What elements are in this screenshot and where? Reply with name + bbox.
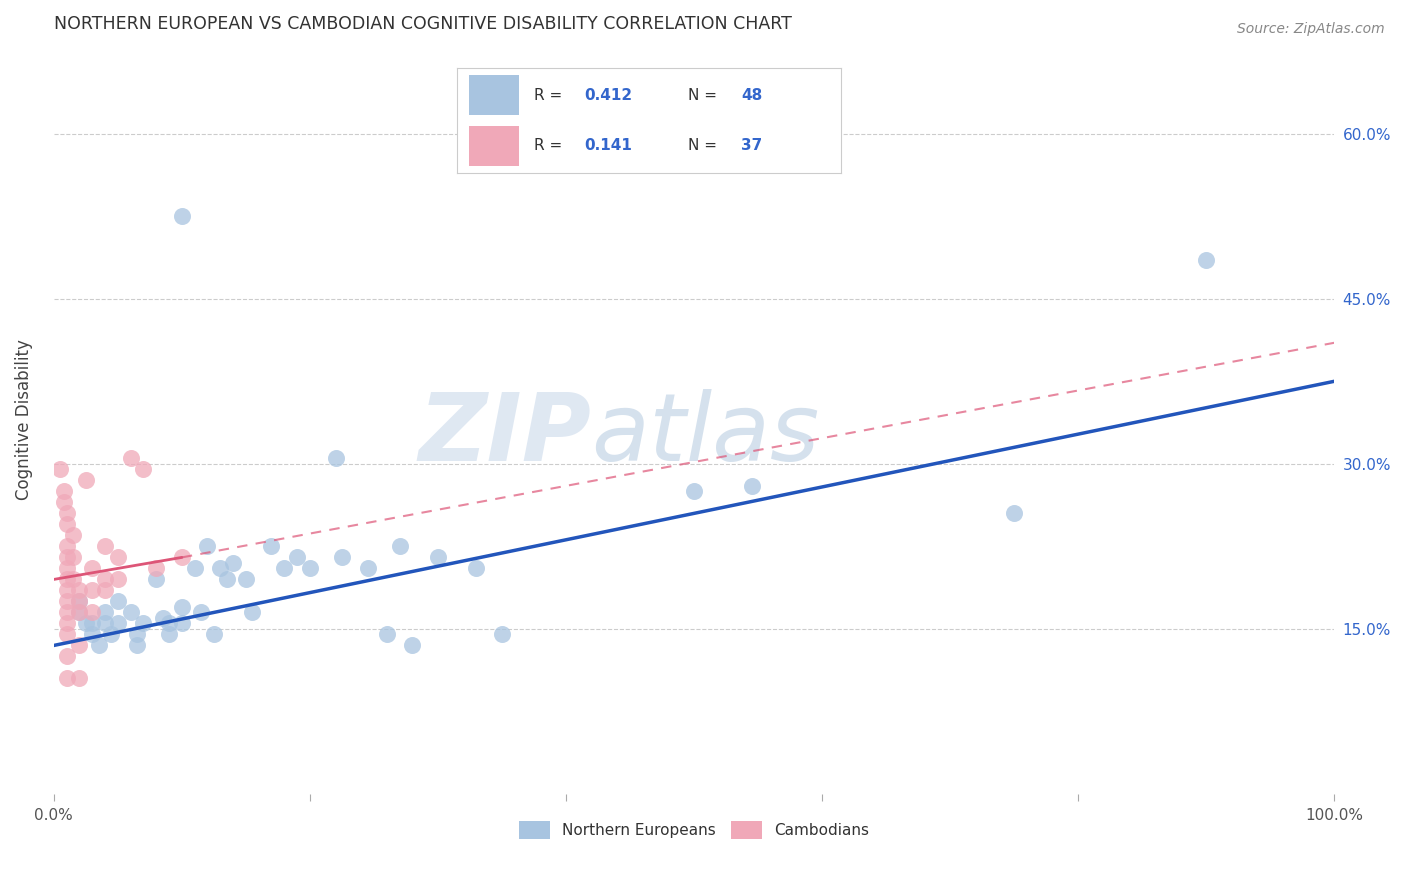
Point xyxy=(330,550,353,565)
Point xyxy=(132,616,155,631)
Point xyxy=(94,540,117,554)
Point xyxy=(82,561,104,575)
Point xyxy=(375,627,398,641)
Point xyxy=(298,561,321,575)
Point xyxy=(55,649,77,664)
Point xyxy=(209,561,232,575)
Point xyxy=(82,583,104,598)
Point xyxy=(55,561,77,575)
Point xyxy=(94,616,117,631)
Point xyxy=(55,550,77,565)
Point xyxy=(465,561,488,575)
Point xyxy=(190,606,212,620)
Point xyxy=(69,639,91,653)
Point xyxy=(55,606,77,620)
Point xyxy=(152,611,174,625)
Point xyxy=(82,627,104,641)
Legend: Northern Europeans, Cambodians: Northern Europeans, Cambodians xyxy=(512,814,876,847)
Point xyxy=(1195,253,1218,268)
Point xyxy=(69,606,91,620)
Point xyxy=(55,573,77,587)
Point xyxy=(683,484,706,499)
Text: Source: ZipAtlas.com: Source: ZipAtlas.com xyxy=(1237,22,1385,37)
Point xyxy=(62,573,84,587)
Text: ZIP: ZIP xyxy=(419,389,592,481)
Point xyxy=(125,639,148,653)
Point xyxy=(94,583,117,598)
Point xyxy=(55,507,77,521)
Point xyxy=(741,479,763,493)
Point xyxy=(202,627,225,641)
Point xyxy=(49,462,72,476)
Point xyxy=(145,573,167,587)
Point xyxy=(491,627,513,641)
Point xyxy=(157,627,180,641)
Point xyxy=(69,594,91,608)
Point xyxy=(69,672,91,686)
Text: atlas: atlas xyxy=(592,389,820,480)
Point xyxy=(75,474,97,488)
Point xyxy=(107,616,129,631)
Point xyxy=(55,517,77,532)
Point xyxy=(75,616,97,631)
Point xyxy=(157,616,180,631)
Point xyxy=(55,672,77,686)
Text: NORTHERN EUROPEAN VS CAMBODIAN COGNITIVE DISABILITY CORRELATION CHART: NORTHERN EUROPEAN VS CAMBODIAN COGNITIVE… xyxy=(53,15,792,33)
Point xyxy=(356,561,378,575)
Point xyxy=(222,556,245,570)
Point xyxy=(53,495,76,509)
Point xyxy=(87,639,110,653)
Point xyxy=(240,606,263,620)
Point xyxy=(94,606,117,620)
Point xyxy=(107,594,129,608)
Point xyxy=(69,583,91,598)
Point xyxy=(55,616,77,631)
Point xyxy=(170,209,193,223)
Point xyxy=(145,561,167,575)
Point xyxy=(94,573,117,587)
Y-axis label: Cognitive Disability: Cognitive Disability xyxy=(15,339,32,500)
Point xyxy=(55,627,77,641)
Point xyxy=(197,540,219,554)
Point xyxy=(82,616,104,631)
Point xyxy=(53,484,76,499)
Point xyxy=(125,627,148,641)
Point xyxy=(426,550,449,565)
Point xyxy=(55,583,77,598)
Point xyxy=(260,540,283,554)
Point xyxy=(183,561,205,575)
Point xyxy=(62,550,84,565)
Point xyxy=(120,451,142,466)
Point xyxy=(170,550,193,565)
Point xyxy=(170,599,193,614)
Point xyxy=(132,462,155,476)
Point xyxy=(107,550,129,565)
Point xyxy=(82,606,104,620)
Point xyxy=(55,594,77,608)
Point xyxy=(69,606,91,620)
Point xyxy=(215,573,238,587)
Point xyxy=(62,528,84,542)
Point xyxy=(401,639,423,653)
Point xyxy=(235,573,257,587)
Point xyxy=(170,616,193,631)
Point xyxy=(325,451,347,466)
Point xyxy=(69,594,91,608)
Point xyxy=(285,550,308,565)
Point xyxy=(1002,507,1025,521)
Point xyxy=(100,627,122,641)
Point xyxy=(388,540,411,554)
Point xyxy=(55,540,77,554)
Point xyxy=(273,561,295,575)
Point xyxy=(107,573,129,587)
Point xyxy=(120,606,142,620)
